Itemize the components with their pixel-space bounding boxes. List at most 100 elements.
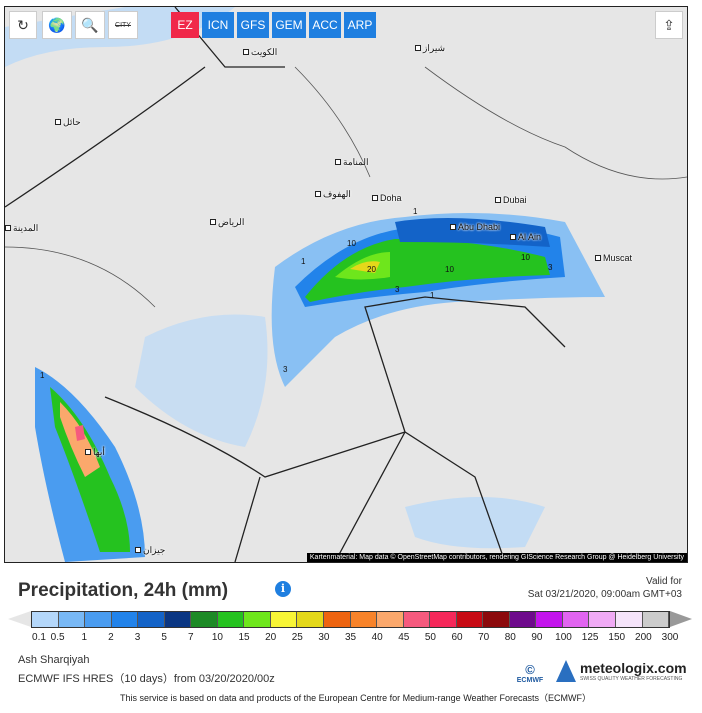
- isoline-label: 3: [283, 365, 288, 374]
- color-swatch: [111, 612, 139, 627]
- scale-label: 35: [344, 632, 357, 643]
- isoline-label: 10: [445, 265, 454, 274]
- isoline-label: 3: [548, 263, 553, 272]
- model-tab-gem[interactable]: GEM: [272, 12, 306, 38]
- brand-name: meteologix.com: [580, 660, 687, 676]
- color-scale: [31, 611, 670, 628]
- scale-label: 300: [661, 632, 679, 643]
- scale-label: 3: [134, 632, 141, 643]
- city-label: Abu Dhabi: [450, 222, 500, 232]
- brand-tagline: SWISS QUALITY WEATHER FORECASTING: [580, 676, 683, 682]
- city-label: Doha: [372, 193, 402, 203]
- model-tab-ez[interactable]: EZ: [171, 12, 199, 38]
- color-swatch: [589, 612, 617, 627]
- model-tab-acc[interactable]: ACC: [309, 12, 341, 38]
- scale-label: 90: [531, 632, 543, 643]
- city-label: Dubai: [495, 195, 527, 205]
- share-icon: ⇪: [663, 16, 675, 33]
- color-swatch: [483, 612, 510, 627]
- scale-label: 40: [371, 632, 383, 643]
- scale-label: 0.5: [50, 632, 65, 643]
- isoline-label: 1: [301, 257, 306, 266]
- model-tab-icn[interactable]: ICN: [202, 12, 234, 38]
- scale-label: 10: [211, 632, 223, 643]
- legend-under-arrow: [8, 611, 31, 627]
- scale-label: 200: [635, 632, 652, 643]
- globe-icon: 🌍: [48, 16, 66, 33]
- map-attribution: Kartenmaterial: Map data © OpenStreetMap…: [306, 553, 687, 562]
- scale-label: 50: [424, 632, 436, 643]
- scale-label: 25: [291, 632, 303, 643]
- city-label: الكويت: [243, 47, 277, 58]
- scale-label: 0.1: [32, 632, 46, 643]
- color-swatch: [642, 612, 670, 627]
- color-swatch: [377, 612, 404, 627]
- scale-label: 70: [478, 632, 490, 643]
- city-label: أبها: [85, 447, 105, 458]
- color-swatch: [85, 612, 112, 627]
- zoom-out-icon: 🔍: [81, 16, 99, 33]
- color-swatch: [217, 612, 245, 627]
- color-swatch: [350, 612, 378, 627]
- region-name: Ash Sharqiyah: [18, 654, 90, 666]
- isoline-label: 1: [430, 291, 435, 300]
- color-swatch: [536, 612, 563, 627]
- city-label: الرياض: [210, 217, 244, 228]
- scale-label: 1: [81, 632, 88, 643]
- share-button[interactable]: ⇪: [655, 11, 683, 39]
- meteologix-logo[interactable]: meteologix.com SWISS QUALITY WEATHER FORE…: [556, 660, 687, 682]
- scale-label: 150: [608, 632, 626, 643]
- model-run: ECMWF IFS HRES（10 days）from 03/20/2020/0…: [18, 673, 275, 685]
- isoline-label: 10: [347, 239, 356, 248]
- color-swatch: [562, 612, 590, 627]
- scale-label: 20: [265, 632, 277, 643]
- color-swatch: [403, 612, 431, 627]
- city-label: شيراز: [415, 43, 445, 54]
- isoline-label: 10: [521, 253, 530, 262]
- color-swatch: [191, 612, 218, 627]
- meteologix-logo-icon: [556, 660, 576, 682]
- city-label: المدينة: [5, 223, 38, 234]
- isoline-label: 3: [395, 285, 400, 294]
- color-swatch: [324, 612, 351, 627]
- isoline-label: 20: [367, 265, 376, 274]
- model-tab-gfs[interactable]: GFS: [237, 12, 269, 38]
- weather-map[interactable]: ↻ 🌍 🔍 CITY EZ ICN GFS GEM ACC ARP ⇪ Doha…: [4, 6, 688, 563]
- disclaimer: This service is based on data and produc…: [120, 693, 592, 703]
- ecmwf-logo-text: ECMWF: [516, 677, 544, 684]
- city-label: جيزان: [135, 545, 165, 556]
- precipitation-overlay: [5, 7, 687, 562]
- isoline-label: 1: [413, 207, 418, 216]
- scale-label: 15: [238, 632, 250, 643]
- scale-label: 60: [451, 632, 463, 643]
- legend-over-arrow: [670, 611, 692, 627]
- scale-label: 80: [504, 632, 516, 643]
- scale-label: 45: [398, 632, 410, 643]
- info-icon[interactable]: i: [275, 581, 291, 597]
- reload-icon: ↻: [17, 16, 29, 33]
- model-tab-arp[interactable]: ARP: [344, 12, 376, 38]
- city-label: المنامة: [335, 157, 369, 168]
- city-label: Muscat: [595, 253, 632, 263]
- scale-label: 7: [187, 632, 194, 643]
- city-label: الهفوف: [315, 189, 351, 200]
- scale-label: 125: [581, 632, 599, 643]
- color-swatch: [32, 612, 59, 627]
- scale-label: 100: [555, 632, 572, 643]
- reload-button[interactable]: ↻: [9, 11, 37, 39]
- scale-label: 2: [108, 632, 114, 643]
- zoom-out-button[interactable]: 🔍: [75, 11, 105, 39]
- scale-label: 5: [161, 632, 167, 643]
- color-swatch: [456, 612, 484, 627]
- city-toggle-label: CITY: [115, 21, 131, 29]
- ecmwf-logo[interactable]: © ECMWF: [516, 662, 544, 684]
- color-swatch: [297, 612, 325, 627]
- city-label: حائل: [55, 117, 81, 128]
- valid-label: Valid for: [646, 576, 682, 587]
- city-toggle-button[interactable]: CITY: [108, 11, 138, 39]
- scale-label: 30: [318, 632, 330, 643]
- color-swatch: [164, 612, 192, 627]
- globe-button[interactable]: 🌍: [42, 11, 72, 39]
- color-swatch: [509, 612, 537, 627]
- color-swatch: [138, 612, 165, 627]
